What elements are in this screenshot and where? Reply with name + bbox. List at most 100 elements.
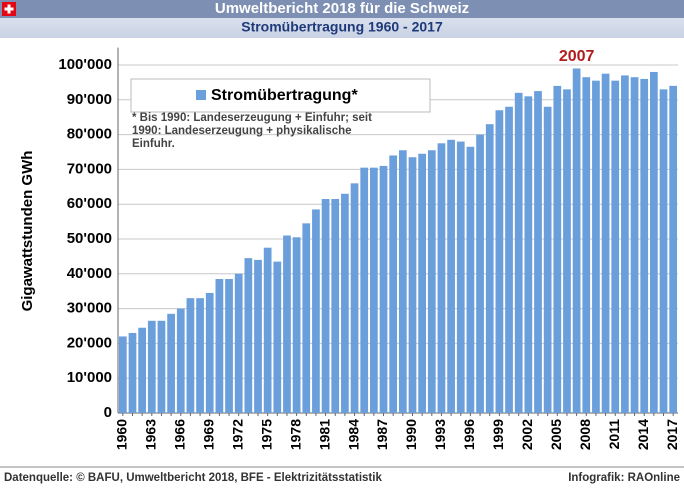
- bar: [225, 279, 233, 413]
- y-tick-label: 100'000: [58, 56, 112, 73]
- legend-box: [130, 78, 431, 113]
- x-tick-label: 2008: [577, 419, 593, 450]
- bar: [157, 320, 166, 413]
- y-tick-label: 70'000: [67, 160, 112, 177]
- bar: [273, 261, 282, 413]
- bar: [563, 89, 571, 414]
- bar: [456, 141, 465, 413]
- x-tick-label: 1969: [200, 419, 216, 450]
- bar: [138, 327, 146, 413]
- bar: [147, 320, 156, 413]
- annotation: 2007: [559, 48, 595, 65]
- flag-cross: [4, 7, 14, 11]
- bar: [650, 71, 658, 414]
- bar: [312, 209, 320, 413]
- bar: [495, 110, 504, 414]
- x-tick-label: 2017: [664, 419, 680, 450]
- bar: [640, 78, 649, 414]
- bar: [350, 183, 359, 413]
- bar: [302, 223, 311, 413]
- bar: [215, 279, 224, 413]
- y-tick-label: 80'000: [67, 126, 112, 143]
- x-tick-label: 1966: [171, 419, 187, 450]
- bar: [283, 235, 291, 413]
- bar: [321, 198, 330, 413]
- bar: [408, 157, 417, 413]
- source: Datenquelle: © BAFU, Umweltbericht 2018,…: [4, 472, 382, 484]
- x-tick-label: 2002: [519, 419, 535, 450]
- x-tick-label: 1960: [114, 419, 130, 450]
- x-tick-label: 1984: [345, 419, 361, 450]
- x-tick-label: 1978: [287, 419, 303, 450]
- bar: [292, 237, 301, 413]
- y-tick-label: 50'000: [67, 230, 112, 247]
- x-tick-label: 1987: [374, 419, 390, 450]
- bar: [167, 313, 175, 413]
- bar: [572, 68, 581, 413]
- x-tick-label: 1981: [316, 419, 332, 450]
- x-tick-label: 1975: [258, 419, 274, 450]
- x-tick-label: 2011: [606, 419, 622, 450]
- x-tick-label: 2014: [635, 419, 651, 450]
- x-tick-label: 1999: [490, 419, 506, 450]
- bar: [601, 73, 610, 413]
- y-tick-label: 90'000: [67, 91, 112, 108]
- bar: [263, 247, 272, 413]
- bar: [553, 85, 562, 413]
- bar: [234, 273, 243, 413]
- bar: [485, 124, 494, 413]
- bar: [360, 167, 369, 413]
- footnote: Einfuhr.: [132, 138, 175, 150]
- x-tick-label: 1996: [461, 419, 477, 450]
- x-tick-label: 1990: [403, 419, 419, 450]
- bar: [379, 165, 388, 413]
- bar: [186, 298, 195, 413]
- bar: [466, 146, 475, 413]
- bar: [427, 150, 436, 413]
- bar: [524, 96, 533, 413]
- footnote: * Bis 1990: Landeserzeugung + Einfuhr; s…: [132, 112, 372, 124]
- bar: [389, 155, 398, 414]
- bar: [370, 167, 378, 413]
- bar: [514, 92, 523, 413]
- credit: Infografik: RAOnline: [568, 472, 680, 484]
- footnote: 1990: Landeserzeugung + physikalische: [132, 125, 352, 137]
- y-axis-label: Gigawattstunden GWh: [19, 151, 36, 312]
- title-band: [0, 0, 684, 18]
- chart-title: Umweltbericht 2018 für die Schweiz: [215, 0, 469, 17]
- y-tick-label: 0: [104, 404, 112, 421]
- bar: [398, 150, 407, 413]
- y-tick-label: 40'000: [67, 265, 112, 282]
- bar: [611, 80, 620, 413]
- bar: [621, 75, 629, 413]
- bar: [505, 106, 513, 413]
- bar: [437, 143, 446, 414]
- y-tick-label: 10'000: [67, 369, 112, 386]
- bar: [418, 153, 426, 414]
- bar: [196, 298, 204, 413]
- bar: [341, 193, 349, 413]
- bar: [447, 139, 455, 413]
- legend-label: Stromübertragung*: [211, 87, 358, 104]
- bar: [331, 198, 340, 413]
- x-tick-label: 1963: [142, 419, 158, 450]
- chart-subtitle: Stromübertragung 1960 - 2017: [241, 19, 443, 35]
- bar: [630, 77, 639, 414]
- bar: [582, 77, 591, 414]
- x-tick-label: 1972: [229, 419, 245, 450]
- y-tick-label: 30'000: [67, 300, 112, 317]
- legend-swatch: [196, 90, 206, 100]
- y-tick-label: 60'000: [67, 195, 112, 212]
- bar: [176, 308, 185, 413]
- bar: [118, 336, 127, 413]
- bar: [128, 332, 137, 413]
- bar: [592, 80, 600, 413]
- bar: [254, 259, 262, 413]
- bar: [659, 89, 668, 414]
- bar: [543, 106, 552, 413]
- bar: [534, 91, 542, 413]
- bar: [244, 258, 253, 413]
- bar: [205, 292, 214, 413]
- x-tick-label: 1993: [432, 419, 448, 450]
